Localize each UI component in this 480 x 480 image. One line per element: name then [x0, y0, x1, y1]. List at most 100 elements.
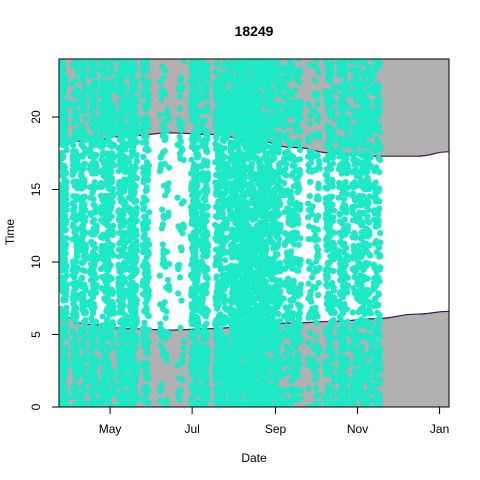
data-point — [221, 299, 228, 306]
data-point — [250, 230, 257, 237]
data-point — [226, 168, 233, 175]
data-point — [212, 377, 219, 384]
data-point — [249, 387, 256, 394]
data-point — [116, 124, 123, 132]
data-point — [144, 348, 151, 355]
data-point — [228, 226, 235, 233]
data-point — [260, 390, 267, 397]
data-point — [256, 293, 263, 300]
data-point — [62, 352, 69, 359]
data-point — [243, 128, 250, 135]
data-point — [70, 347, 77, 355]
data-point — [258, 339, 265, 346]
data-point — [93, 274, 100, 281]
data-point — [117, 119, 124, 126]
data-point — [204, 308, 211, 315]
data-point — [109, 319, 116, 326]
data-point — [143, 159, 150, 166]
data-point — [69, 328, 76, 335]
data-point — [104, 344, 111, 351]
data-point — [213, 81, 220, 88]
data-point — [79, 199, 86, 206]
data-point — [107, 114, 114, 121]
data-point — [121, 291, 128, 298]
data-point — [226, 68, 233, 75]
data-point — [79, 143, 86, 150]
data-point — [240, 190, 247, 197]
data-point — [203, 181, 210, 189]
data-point — [193, 84, 200, 91]
data-point — [102, 89, 109, 96]
data-point — [243, 279, 250, 286]
data-point — [87, 184, 94, 191]
x-axis-label: Date — [241, 451, 267, 465]
data-point — [126, 366, 133, 373]
data-point — [165, 282, 172, 289]
data-point — [80, 319, 87, 326]
data-point — [78, 326, 85, 333]
data-point — [142, 267, 149, 274]
data-point — [202, 287, 209, 294]
data-point — [110, 162, 117, 169]
data-point — [63, 101, 70, 108]
data-point — [77, 211, 85, 218]
data-point — [82, 308, 89, 315]
data-point — [122, 402, 129, 407]
data-point — [129, 207, 136, 214]
data-point — [242, 400, 250, 407]
data-point — [130, 315, 137, 322]
data-point — [72, 63, 79, 70]
data-point — [228, 187, 235, 194]
data-point — [176, 274, 184, 281]
data-point — [90, 332, 97, 339]
data-point — [268, 86, 276, 93]
data-point — [143, 304, 150, 311]
data-point — [90, 196, 97, 203]
data-point — [60, 277, 67, 284]
data-point — [263, 92, 270, 99]
data-point — [110, 252, 117, 259]
data-point — [78, 177, 85, 185]
data-point — [244, 388, 251, 395]
data-point — [63, 146, 70, 153]
data-point — [178, 127, 185, 134]
data-point — [178, 356, 185, 363]
data-point — [108, 63, 115, 70]
data-point — [70, 300, 77, 308]
data-point — [63, 286, 70, 293]
data-point — [257, 230, 264, 237]
data-point — [163, 329, 170, 336]
data-point — [80, 165, 87, 172]
data-point — [71, 336, 78, 343]
data-point — [215, 198, 222, 205]
data-point — [61, 121, 68, 128]
data-point — [203, 253, 210, 260]
data-point — [69, 171, 76, 178]
data-point — [79, 383, 86, 390]
data-point — [234, 397, 242, 404]
data-point — [260, 317, 267, 325]
data-point — [235, 132, 242, 139]
data-point — [62, 226, 69, 234]
data-point — [127, 216, 134, 223]
data-point — [62, 372, 69, 379]
data-point — [69, 295, 76, 302]
data-point — [250, 59, 257, 66]
data-point — [193, 322, 200, 329]
data-point — [71, 211, 78, 218]
data-point — [99, 78, 106, 86]
data-point — [229, 141, 236, 148]
data-point — [69, 272, 76, 279]
data-point — [62, 356, 69, 364]
data-point — [175, 265, 182, 273]
data-point — [188, 156, 195, 163]
data-point — [61, 220, 68, 227]
data-point — [160, 352, 167, 359]
data-point — [130, 152, 137, 159]
data-point — [73, 136, 80, 143]
data-point — [139, 69, 146, 76]
data-point — [78, 276, 85, 283]
data-point — [127, 124, 134, 131]
data-point — [89, 399, 96, 406]
data-point — [60, 241, 67, 248]
